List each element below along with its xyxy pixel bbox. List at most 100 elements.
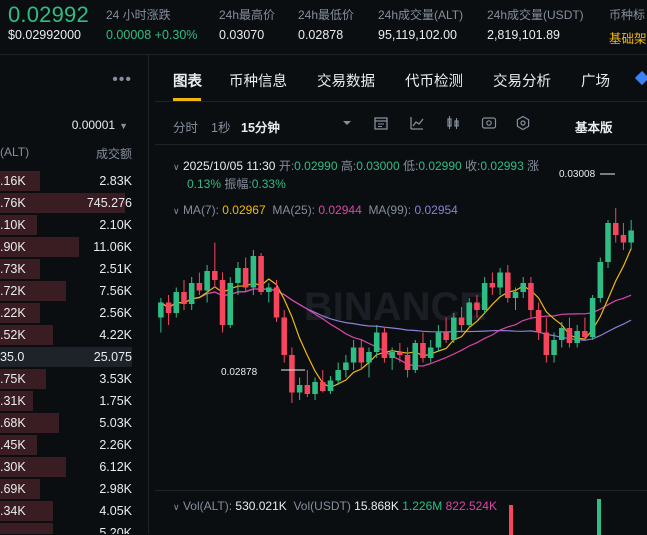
low-label: 低: — [402, 159, 419, 173]
interval-1s[interactable]: 1秒 — [211, 121, 231, 135]
order-book-row[interactable]: .90K 11.06K — [0, 236, 148, 258]
order-book-row[interactable]: .10K 2.10K — [0, 214, 148, 236]
indicator-icon[interactable] — [481, 115, 497, 131]
candle-body — [327, 380, 334, 391]
row-amount: .30K — [0, 460, 26, 474]
depth-bar — [0, 413, 59, 433]
candle-body — [188, 283, 195, 304]
depth-bar — [0, 457, 66, 477]
candle-body — [435, 332, 442, 348]
order-book-row[interactable]: .16K 2.83K — [0, 170, 148, 192]
order-book-row[interactable]: .73K 2.51K — [0, 258, 148, 280]
vol-alt-value: 530.021K — [235, 499, 287, 513]
candle-body — [535, 310, 542, 333]
interval-timeline[interactable]: 分时 — [173, 121, 199, 135]
order-book-row[interactable]: .22K 2.56K — [0, 302, 148, 324]
order-book-row[interactable]: .52K 4.22K — [0, 324, 148, 346]
low-price-marker: 0.02878 — [221, 367, 258, 378]
candle-body — [373, 332, 380, 352]
candle-body — [404, 355, 411, 370]
chevron-down-icon[interactable]: ∨ — [173, 206, 180, 216]
stat-value: 0.02878 — [298, 28, 344, 42]
stat-24h-vol-alt: 24h成交量(ALT) 95,119,102.00 — [378, 6, 463, 42]
stat-value[interactable]: 基础架 — [609, 32, 647, 46]
tab-square[interactable]: 广场 — [581, 74, 610, 90]
ma99-value: 0.02954 — [414, 203, 458, 217]
line-draw-icon[interactable] — [409, 115, 425, 131]
ma25-line — [160, 288, 632, 367]
row-amount: .22K — [0, 306, 26, 320]
tab-chart[interactable]: 图表 — [173, 74, 202, 90]
order-book-row[interactable]: .68K 5.03K — [0, 412, 148, 434]
candle-body — [612, 223, 619, 235]
candle-body — [589, 298, 596, 337]
settings-icon[interactable] — [515, 115, 531, 131]
order-book-row[interactable]: .45K 2.26K — [0, 434, 148, 456]
depth-bar — [0, 259, 40, 279]
vol-usdt-value: 15.868K — [354, 499, 399, 513]
candle-body — [235, 268, 241, 283]
stat-label: 24h最低价 — [298, 8, 355, 22]
order-book-row[interactable]: 5.20K — [0, 522, 148, 534]
candle-body — [266, 287, 272, 292]
interval-15m[interactable]: 15分钟 — [241, 121, 280, 135]
depth-bar — [0, 325, 53, 345]
candle-body — [296, 385, 303, 393]
dropdown-caret-icon[interactable] — [339, 115, 355, 131]
tab-token-check[interactable]: 代币检测 — [405, 74, 463, 90]
tab-trade-data[interactable]: 交易数据 — [317, 74, 375, 90]
depth-bar — [0, 171, 40, 191]
row-total: 7.56K — [99, 284, 132, 298]
candle-ohlc: ∨ 2025/10/05 11:30 开:0.02990 高:0.03000 低… — [173, 157, 539, 174]
row-total: 1.75K — [99, 394, 132, 408]
calendar-icon[interactable] — [373, 115, 389, 131]
chart-panel: 图表 币种信息 交易数据 代币检测 交易分析 广场 分时 1秒 15分钟 基本版… — [155, 55, 647, 535]
order-book-row[interactable]: .31K 1.75K — [0, 390, 148, 412]
candle-body — [289, 355, 295, 393]
precision-select[interactable]: 0.00001 ▼ — [72, 118, 128, 132]
close-value: 0.02993 — [480, 159, 524, 173]
stat-token-tag[interactable]: 币种标 基础架 — [609, 6, 647, 47]
candle-body — [520, 283, 526, 292]
row-amount: .68K — [0, 416, 26, 430]
ellipsis-icon[interactable]: ••• — [112, 71, 132, 88]
volume-bar — [597, 499, 601, 535]
order-book: ••• 0.00001 ▼ (ALT) 成交额 .16K 2.83K .76K 745.… — [0, 55, 149, 534]
order-book-row[interactable]: .76K 745.276 — [0, 192, 148, 214]
row-total: 5.20K — [99, 526, 132, 534]
row-total: 6.12K — [99, 460, 132, 474]
chevron-down-icon[interactable]: ∨ — [173, 162, 180, 172]
depth-bar — [0, 479, 40, 499]
candle-body — [319, 382, 326, 391]
chevron-down-icon[interactable]: ∨ — [173, 502, 180, 512]
tab-bar: 图表 币种信息 交易数据 代币检测 交易分析 广场 — [155, 55, 647, 102]
amplitude-label: 振幅: — [224, 177, 252, 191]
candle-body — [412, 343, 419, 370]
candle-body — [597, 262, 604, 298]
row-total: 2.56K — [99, 306, 132, 320]
row-amount: .52K — [0, 328, 26, 342]
order-book-row[interactable]: .34K 4.05K — [0, 500, 148, 522]
order-book-row[interactable]: .75K 3.53K — [0, 368, 148, 390]
stat-24h-high: 24h最高价 0.03070 — [219, 6, 275, 42]
order-book-row[interactable]: .72K 7.56K — [0, 280, 148, 302]
ai-diamond-icon[interactable] — [634, 70, 647, 86]
candle-body — [335, 370, 341, 381]
candle-body — [620, 235, 627, 243]
chevron-down-icon: ▼ — [119, 121, 128, 131]
order-book-row[interactable]: .69K 2.98K — [0, 478, 148, 500]
order-book-row[interactable]: 35.0 25.075 — [0, 346, 148, 368]
basic-view-toggle[interactable]: 基本版 — [575, 121, 613, 135]
price-chart[interactable]: BINANCE 0.02878 0.03008 — [155, 145, 647, 485]
amplitude-value: 0.33% — [251, 177, 286, 191]
row-total: 2.51K — [99, 262, 132, 276]
candle-body — [489, 283, 496, 288]
ma7-line — [160, 248, 632, 389]
tab-trade-analysis[interactable]: 交易分析 — [493, 74, 551, 90]
candle-body — [582, 331, 588, 337]
candle-body — [474, 302, 480, 310]
ma99-label: MA(99): — [368, 203, 412, 217]
tab-coin-info[interactable]: 币种信息 — [229, 74, 287, 90]
order-book-row[interactable]: .30K 6.12K — [0, 456, 148, 478]
candle-type-icon[interactable] — [445, 115, 461, 131]
